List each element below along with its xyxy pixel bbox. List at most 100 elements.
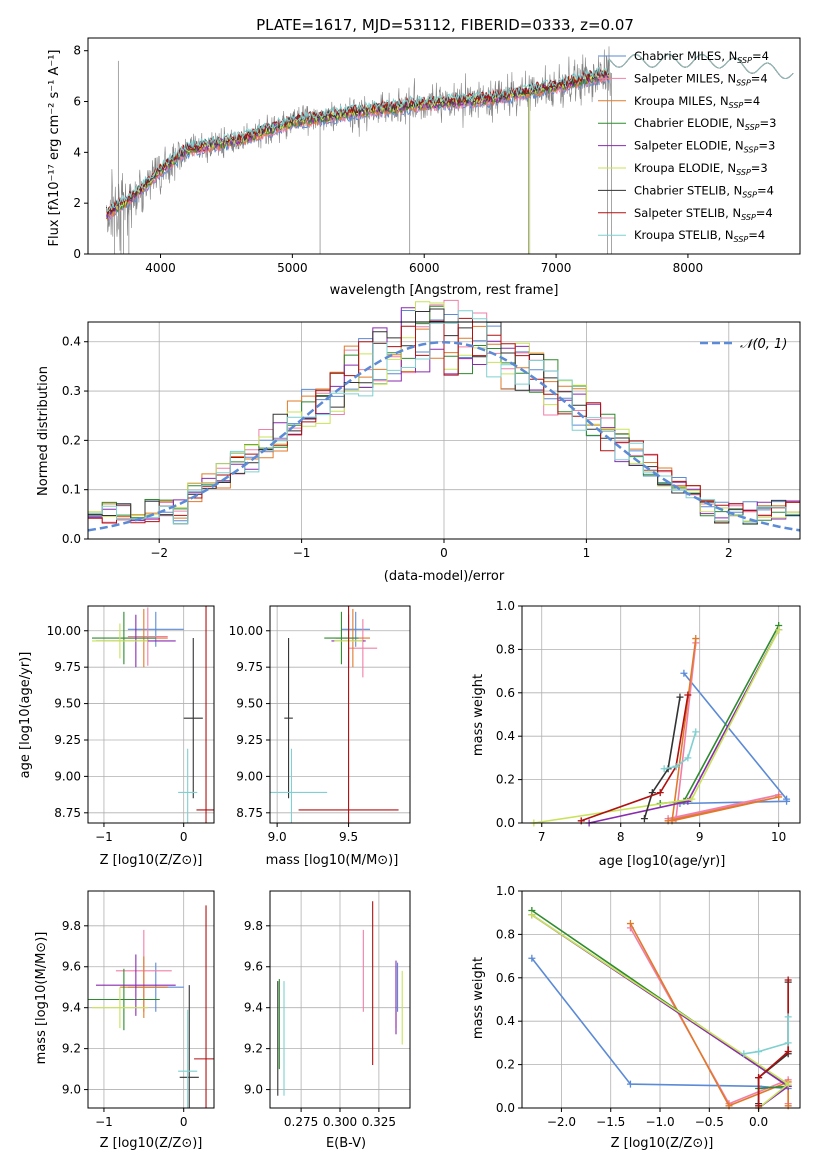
spectrum-axes: 4000 5000 6000 7000 8000 0 2 4 6 8 <box>73 44 703 275</box>
y-tick-label: 9.0 <box>62 1083 81 1097</box>
x-tick-label: 7 <box>538 830 546 844</box>
y-tick-label: 0.8 <box>496 927 515 941</box>
x-tick-label: 4000 <box>145 261 176 275</box>
x-tick-label: 8 <box>617 830 625 844</box>
mass-vs-Z-panel: mass [log10(M/M⊙)] Z [log10(Z/Z⊙)] −1 0 9.… <box>34 890 215 1151</box>
x-tick-label: 10 <box>771 830 786 844</box>
age-Z-xlabel: Z [log10(Z/Z⊙)] <box>100 853 203 868</box>
y-tick-label: 9.8 <box>62 919 81 933</box>
mw-marker-chabrier_miles <box>680 669 688 677</box>
x-tick-label: 0 <box>440 546 448 560</box>
y-tick-label: 9.75 <box>236 660 263 674</box>
mw-marker-salpeter_stelib <box>784 976 792 984</box>
mass-weight-vs-age-panel: mass weight age [log10(age/yr)] 7 8 9 10 0.0… <box>471 599 801 869</box>
y-tick-label: 1.0 <box>496 884 515 898</box>
legend-label-salpeter_elodie: Salpeter ELODIE, NSSP=3 <box>634 139 775 155</box>
legend-label-kroupa_miles: Kroupa MILES, NSSP=4 <box>634 94 760 110</box>
x-tick-label: −1 <box>95 830 113 844</box>
y-tick-label: 4 <box>73 145 81 159</box>
y-tick-label: 0.2 <box>496 1058 515 1072</box>
y-tick-label: 0.3 <box>62 384 81 398</box>
axes-frame <box>87 890 215 1109</box>
mw-marker-salpeter_stelib <box>684 691 692 699</box>
mass-Z-ylabel: mass [log10(M/M⊙)] <box>34 932 49 1065</box>
mw-marker-kroupa_stelib <box>784 1013 792 1021</box>
y-tick-label: 0.2 <box>62 433 81 447</box>
x-tick-label: 0.275 <box>284 1115 318 1129</box>
y-tick-label: 9.50 <box>236 697 263 711</box>
y-tick-label: 0.4 <box>62 335 81 349</box>
errorbars <box>270 606 399 823</box>
y-tick-label: 9.4 <box>62 1001 81 1015</box>
mass-weight-group: −2.0 −1.5 −1.0 −0.5 0.0 0.0 0.2 0.4 0.6 0.8 1.0 <box>496 884 801 1129</box>
y-tick-label: 9.0 <box>244 1083 263 1097</box>
mw-marker-kroupa_miles <box>775 793 783 801</box>
y-tick-label: 0.0 <box>496 816 515 830</box>
errorbars <box>91 606 214 823</box>
mw-age-xlabel: age [log10(age/yr)] <box>599 854 726 869</box>
residuals-ylabel: Normed distribution <box>36 366 51 496</box>
errorbar-group: −1 0 9.0 9.2 9.4 9.6 9.8 <box>62 890 215 1129</box>
errorbar-group: 9.0 9.5 8.75 9.00 9.25 9.50 9.75 10.00 <box>229 605 411 844</box>
mw-age-ylabel: mass weight <box>471 674 486 756</box>
axes-frame <box>269 890 411 1109</box>
y-tick-label: 0.0 <box>496 1101 515 1115</box>
y-tick-label: 9.2 <box>62 1042 81 1056</box>
mw-marker-chabrier_miles <box>783 797 791 805</box>
spectrum-legend: Chabrier MILES, NSSP=4 Salpeter MILES, NS… <box>598 49 776 244</box>
mw-line-kroupa_miles <box>667 638 779 822</box>
x-tick-label: −1.5 <box>596 1115 625 1129</box>
spectrum-ylabel: Flux [fλ10⁻¹⁷ erg cm⁻² s⁻¹ A⁻¹] <box>47 50 62 247</box>
mw-line-salpeter_miles <box>667 642 779 820</box>
mass-weight-group: 7 8 9 10 0.0 0.2 0.4 0.6 0.8 1.0 <box>496 599 801 844</box>
y-tick-label: 10.00 <box>229 624 263 638</box>
y-tick-label: 0.2 <box>496 773 515 787</box>
y-tick-label: 9.75 <box>54 660 81 674</box>
x-tick-label: 0.300 <box>323 1115 357 1129</box>
y-tick-label: 9.25 <box>54 733 81 747</box>
mass-vs-EBV-panel: E(B-V) 0.275 0.300 0.325 9.0 9.2 9.4 9.6 9.8 <box>244 890 411 1151</box>
age-mass-xlabel: mass [log10(M/M⊙)] <box>266 853 399 868</box>
mw-marker-kroupa_stelib <box>660 765 668 773</box>
mw-marker-chabrier_stelib <box>640 815 648 823</box>
y-tick-label: 0.0 <box>62 532 81 546</box>
mw-marker-salpeter_stelib <box>784 1048 792 1056</box>
y-tick-label: 9.00 <box>54 769 81 783</box>
y-tick-label: 0.6 <box>496 686 515 700</box>
axes-frame <box>521 605 801 824</box>
residuals-histograms <box>87 299 801 539</box>
gauss-curve <box>87 340 801 532</box>
mw-marker-kroupa_elodie <box>688 795 696 803</box>
legend-label-kroupa_elodie: Kroupa ELODIE, NSSP=3 <box>634 161 768 177</box>
x-tick-label: 0.0 <box>749 1115 768 1129</box>
mw-line-salpeter_stelib <box>580 694 689 822</box>
mw-marker-salpeter_stelib <box>755 1074 763 1082</box>
x-tick-label: 0.325 <box>362 1115 396 1129</box>
mw-marker-kroupa_stelib <box>784 1039 792 1047</box>
x-tick-label: 7000 <box>541 261 572 275</box>
y-tick-label: 9.25 <box>236 733 263 747</box>
x-tick-label: −0.5 <box>695 1115 724 1129</box>
y-tick-label: 8.75 <box>236 806 263 820</box>
mw-marker-kroupa_stelib <box>755 1048 763 1056</box>
x-tick-label: 1 <box>583 546 591 560</box>
y-tick-label: 6 <box>73 95 81 109</box>
residuals-axes: −2 −1 0 1 2 0.0 0.1 0.2 0.3 0.4 <box>62 335 733 560</box>
x-tick-label: −1.0 <box>645 1115 674 1129</box>
y-tick-label: 10.00 <box>47 624 81 638</box>
errorbars <box>277 901 403 1096</box>
y-tick-label: 8 <box>73 44 81 58</box>
spectrum-frame <box>87 37 801 255</box>
y-tick-label: 9.2 <box>244 1042 263 1056</box>
data-spectrum <box>106 46 612 251</box>
mw-marker-kroupa_stelib <box>692 728 700 736</box>
x-tick-label: −1 <box>95 1115 113 1129</box>
spectrum-panel: 4000 5000 6000 7000 8000 0 2 4 6 8 wavelength [An… <box>47 37 801 298</box>
mass-EBV-xlabel: E(B-V) <box>326 1136 366 1151</box>
spectrum-clip-group <box>106 46 794 254</box>
x-tick-label: 9.5 <box>339 830 358 844</box>
residuals-panel: −2 −1 0 1 2 0.0 0.1 0.2 0.3 0.4 (data-model)/erro… <box>36 299 801 584</box>
y-tick-label: 0.4 <box>496 729 515 743</box>
mw-marker-kroupa_elodie <box>784 1080 792 1088</box>
